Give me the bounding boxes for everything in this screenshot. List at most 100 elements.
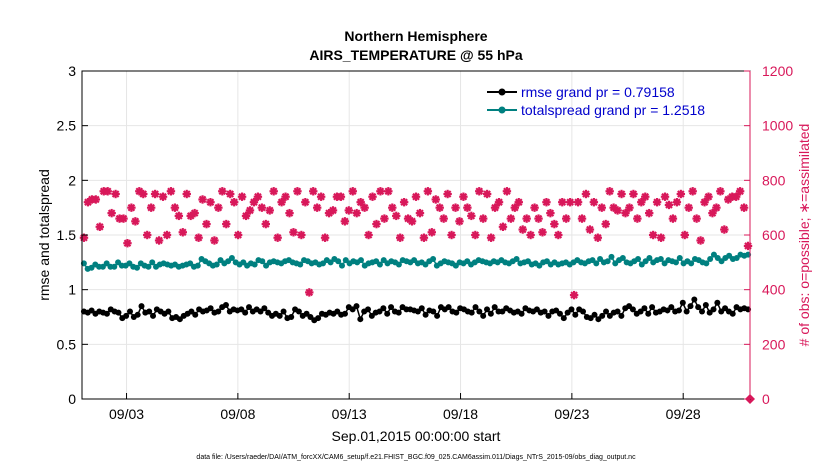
obs-assimilated-point bbox=[257, 203, 267, 212]
obs-assimilated-point bbox=[676, 189, 686, 199]
right-tick-label: 1200 bbox=[762, 63, 793, 79]
obs-assimilated-point bbox=[253, 192, 263, 201]
rmse-point bbox=[242, 309, 249, 316]
x-tick-label: 09/13 bbox=[332, 406, 367, 422]
right-tick-label: 600 bbox=[762, 227, 786, 243]
obs-assimilated-point bbox=[368, 192, 377, 201]
obs-assimilated-point bbox=[376, 187, 385, 196]
obs-assimilated-point bbox=[210, 236, 219, 245]
obs-assimilated-point bbox=[530, 203, 539, 212]
obs-assimilated-point bbox=[154, 236, 164, 245]
obs-assimilated-point bbox=[526, 230, 535, 240]
obs-assimilated-point bbox=[123, 238, 132, 248]
obs-assimilated-point bbox=[645, 208, 654, 218]
obs-assimilated-point bbox=[281, 192, 290, 201]
obs-assimilated-point bbox=[720, 225, 729, 234]
totalspread-point bbox=[604, 258, 611, 265]
rmse-point bbox=[580, 308, 586, 315]
obs-assimilated-point bbox=[265, 206, 274, 215]
obs-assimilated-point bbox=[348, 187, 357, 196]
obs-assimilated-point bbox=[554, 230, 563, 240]
rmse-point bbox=[365, 306, 372, 313]
x-axis-label: Sep.01,2015 00:00:00 start bbox=[332, 428, 501, 444]
rmse-point bbox=[192, 311, 199, 318]
left-tick-label: 2 bbox=[68, 172, 76, 188]
rmse-point bbox=[560, 315, 567, 322]
totalspread-point bbox=[297, 261, 304, 268]
obs-assimilated-point bbox=[633, 214, 642, 223]
totalspread-point bbox=[395, 261, 402, 268]
obs-assimilated-point bbox=[305, 288, 314, 297]
obs-assimilated-point bbox=[419, 233, 429, 242]
rmse-point bbox=[215, 308, 222, 315]
legend-label-totalspread: totalspread grand pr = 1.2518 bbox=[521, 102, 705, 118]
rmse-point bbox=[649, 304, 656, 311]
obs-assimilated-point bbox=[411, 192, 421, 201]
obs-assimilated-point bbox=[214, 203, 223, 212]
obs-assimilated-point bbox=[522, 214, 531, 223]
obs-assimilated-point bbox=[218, 187, 227, 196]
obs-assimilated-point bbox=[451, 203, 460, 212]
totalspread-point bbox=[676, 254, 683, 261]
obs-assimilated-point bbox=[514, 197, 523, 207]
rmse-point bbox=[134, 311, 141, 318]
right-tick-label: 400 bbox=[762, 282, 786, 298]
right-y-axis: 0 200 400 600 800 1000 1200 bbox=[744, 63, 793, 407]
rmse-point bbox=[687, 303, 694, 310]
totalspread-point bbox=[608, 253, 615, 260]
rmse-point bbox=[541, 308, 548, 315]
rmse-point bbox=[138, 303, 145, 310]
obs-assimilated-point bbox=[534, 214, 543, 223]
obs-assimilated-point bbox=[648, 230, 658, 240]
totalspread-point bbox=[134, 264, 141, 271]
obs-assimilated-point bbox=[380, 214, 389, 223]
rmse-point bbox=[675, 307, 682, 314]
obs-assimilated-point bbox=[739, 203, 749, 212]
obs-assimilated-point bbox=[150, 189, 160, 199]
obs-assimilated-point bbox=[289, 228, 298, 237]
obs-assimilated-point bbox=[621, 208, 630, 218]
totalspread-point bbox=[513, 256, 520, 263]
x-axis: 09/03 09/08 09/13 09/18 09/23 09/28 bbox=[109, 393, 701, 422]
rmse-point bbox=[702, 301, 709, 308]
rmse-point bbox=[353, 303, 360, 310]
obs-assimilated-point bbox=[573, 197, 583, 207]
data-file-footnote: data file: /Users/raeder/DAI/ATM_forcXX/… bbox=[196, 454, 636, 461]
obs-assimilated-point bbox=[664, 200, 674, 210]
obs-assimilated-point bbox=[395, 233, 405, 242]
obs-assimilated-point bbox=[340, 217, 350, 226]
rmse-point bbox=[388, 304, 395, 311]
obs-assimilated-point bbox=[581, 189, 591, 199]
obs-assimilated-point bbox=[558, 197, 567, 207]
obs-assimilated-point bbox=[538, 228, 547, 237]
obs-assimilated-point bbox=[443, 189, 452, 199]
obs-assimilated-point bbox=[672, 197, 682, 207]
rmse-point bbox=[165, 308, 172, 315]
obs-assimilated-point bbox=[103, 187, 112, 196]
obs-assimilated-point bbox=[233, 230, 243, 240]
rmse-point bbox=[341, 310, 348, 317]
totalspread-point bbox=[657, 256, 664, 263]
obs-assimilated-point bbox=[542, 197, 551, 207]
x-tick-label: 09/08 bbox=[220, 406, 255, 422]
obs-assimilated-point bbox=[143, 230, 152, 240]
rmse-point bbox=[384, 310, 391, 317]
obs-assimilated-point bbox=[364, 230, 373, 240]
rmse-point bbox=[146, 308, 153, 315]
rmse-point bbox=[603, 308, 610, 315]
totalspread-point bbox=[703, 260, 710, 267]
obs-assimilated-point bbox=[562, 214, 571, 223]
obs-assimilated-point bbox=[226, 189, 235, 199]
rmse-point bbox=[434, 312, 441, 319]
obs-assimilated-point bbox=[704, 192, 713, 201]
legend-marker-rmse bbox=[498, 88, 506, 96]
rmse-point bbox=[645, 310, 652, 317]
totalspread-point bbox=[251, 261, 258, 268]
obs-assimilated-point bbox=[550, 219, 559, 229]
rmse-point bbox=[357, 316, 364, 323]
obs-assimilated-point bbox=[146, 203, 156, 212]
obs-assimilated-point bbox=[206, 197, 215, 207]
rmse-point bbox=[207, 305, 214, 312]
obs-assimilated-point bbox=[716, 187, 725, 196]
